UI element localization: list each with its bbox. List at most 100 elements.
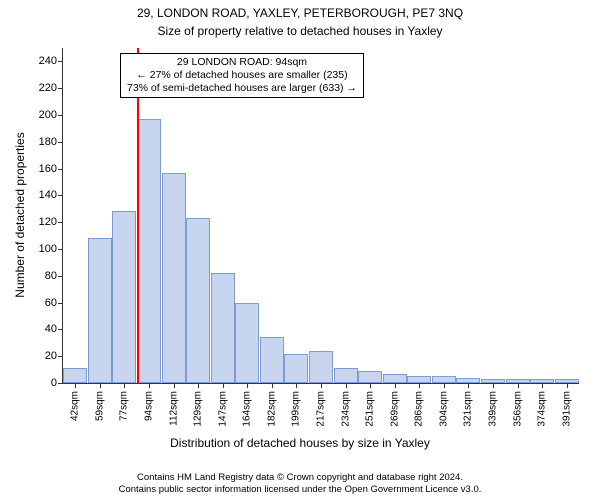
histogram-bar <box>162 173 186 383</box>
xtick-mark <box>346 383 347 388</box>
chart-title-line1: 29, LONDON ROAD, YAXLEY, PETERBOROUGH, P… <box>0 6 600 20</box>
xtick-label: 59sqm <box>94 391 105 421</box>
xtick-mark <box>174 383 175 388</box>
ytick-label: 20 <box>45 350 63 362</box>
xtick-mark <box>223 383 224 388</box>
xtick: 42sqm <box>75 383 76 388</box>
histogram-bar <box>407 376 431 383</box>
xtick-mark <box>321 383 322 388</box>
histogram-bar <box>235 303 259 383</box>
xtick-label: 147sqm <box>217 391 228 427</box>
ytick-label: 80 <box>45 270 63 282</box>
xtick-mark <box>493 383 494 388</box>
xtick: 321sqm <box>468 383 469 388</box>
ytick-label: 200 <box>39 109 63 121</box>
footer-line2: Contains public sector information licen… <box>0 484 600 496</box>
xtick-label: 321sqm <box>463 391 474 427</box>
ytick-label: 0 <box>51 377 63 389</box>
xtick: 234sqm <box>346 383 347 388</box>
xtick-label: 251sqm <box>365 391 376 427</box>
ytick-label: 60 <box>45 297 63 309</box>
xtick-label: 112sqm <box>168 391 179 426</box>
annotation-box: 29 LONDON ROAD: 94sqm ← 27% of detached … <box>120 53 364 98</box>
xtick-label: 164sqm <box>242 391 253 427</box>
chart-title-line2: Size of property relative to detached ho… <box>0 24 600 38</box>
ytick-label: 40 <box>45 323 63 335</box>
xtick-mark <box>100 383 101 388</box>
xtick-mark <box>419 383 420 388</box>
xtick: 77sqm <box>124 383 125 388</box>
xtick-mark <box>247 383 248 388</box>
xtick: 94sqm <box>149 383 150 388</box>
xtick-label: 269sqm <box>389 391 400 427</box>
xtick-label: 374sqm <box>537 391 548 427</box>
xtick-mark <box>149 383 150 388</box>
histogram-bar <box>137 119 161 383</box>
xtick-mark <box>395 383 396 388</box>
y-axis-label: Number of detached properties <box>13 115 27 315</box>
histogram-bar <box>383 374 407 383</box>
xtick-mark <box>518 383 519 388</box>
histogram-bar <box>309 351 333 383</box>
xtick-label: 94sqm <box>144 391 155 421</box>
ytick-label: 220 <box>39 82 63 94</box>
ytick-label: 140 <box>39 189 63 201</box>
xtick: 251sqm <box>370 383 371 388</box>
xtick-label: 356sqm <box>512 391 523 427</box>
x-axis-label: Distribution of detached houses by size … <box>0 436 600 450</box>
footer: Contains HM Land Registry data © Crown c… <box>0 472 600 496</box>
ytick-label: 240 <box>39 55 63 67</box>
xtick-mark <box>370 383 371 388</box>
xtick-mark <box>124 383 125 388</box>
xtick: 182sqm <box>272 383 273 388</box>
xtick: 304sqm <box>444 383 445 388</box>
histogram-bar <box>112 211 136 383</box>
xtick-label: 234sqm <box>340 391 351 427</box>
histogram-bar <box>63 368 87 383</box>
xtick: 374sqm <box>542 383 543 388</box>
footer-line1: Contains HM Land Registry data © Crown c… <box>0 472 600 484</box>
histogram-bar <box>284 354 308 383</box>
xtick: 339sqm <box>493 383 494 388</box>
xtick: 199sqm <box>296 383 297 388</box>
xtick-mark <box>444 383 445 388</box>
plot-area: 02040608010012014016018020022024042sqm59… <box>62 48 579 384</box>
xtick: 269sqm <box>395 383 396 388</box>
ytick-label: 100 <box>39 243 63 255</box>
histogram-bar <box>334 368 358 383</box>
xtick: 356sqm <box>518 383 519 388</box>
histogram-bar <box>432 376 456 383</box>
histogram-bar <box>186 218 210 383</box>
xtick-mark <box>468 383 469 388</box>
ytick-label: 120 <box>39 216 63 228</box>
xtick-label: 339sqm <box>488 391 499 427</box>
xtick: 391sqm <box>567 383 568 388</box>
xtick-mark <box>198 383 199 388</box>
xtick: 217sqm <box>321 383 322 388</box>
ytick-label: 160 <box>39 163 63 175</box>
histogram-bar <box>211 273 235 383</box>
xtick-mark <box>75 383 76 388</box>
annotation-line3: 73% of semi-detached houses are larger (… <box>127 82 357 95</box>
xtick-label: 217sqm <box>316 391 327 427</box>
xtick-label: 129sqm <box>193 391 204 427</box>
histogram-bar <box>260 337 284 383</box>
xtick-label: 182sqm <box>266 391 277 427</box>
xtick: 129sqm <box>198 383 199 388</box>
annotation-line1: 29 LONDON ROAD: 94sqm <box>127 56 357 69</box>
xtick-mark <box>272 383 273 388</box>
xtick-label: 42sqm <box>70 391 81 421</box>
xtick: 164sqm <box>247 383 248 388</box>
xtick: 147sqm <box>223 383 224 388</box>
xtick-label: 199sqm <box>291 391 302 427</box>
annotation-line2: ← 27% of detached houses are smaller (23… <box>127 69 357 82</box>
xtick-mark <box>542 383 543 388</box>
xtick-label: 391sqm <box>561 391 572 427</box>
xtick-mark <box>296 383 297 388</box>
xtick-label: 77sqm <box>119 391 130 421</box>
chart-container: 29, LONDON ROAD, YAXLEY, PETERBOROUGH, P… <box>0 0 600 500</box>
histogram-bar <box>88 238 112 383</box>
xtick-label: 304sqm <box>438 391 449 427</box>
xtick-mark <box>567 383 568 388</box>
xtick: 59sqm <box>100 383 101 388</box>
